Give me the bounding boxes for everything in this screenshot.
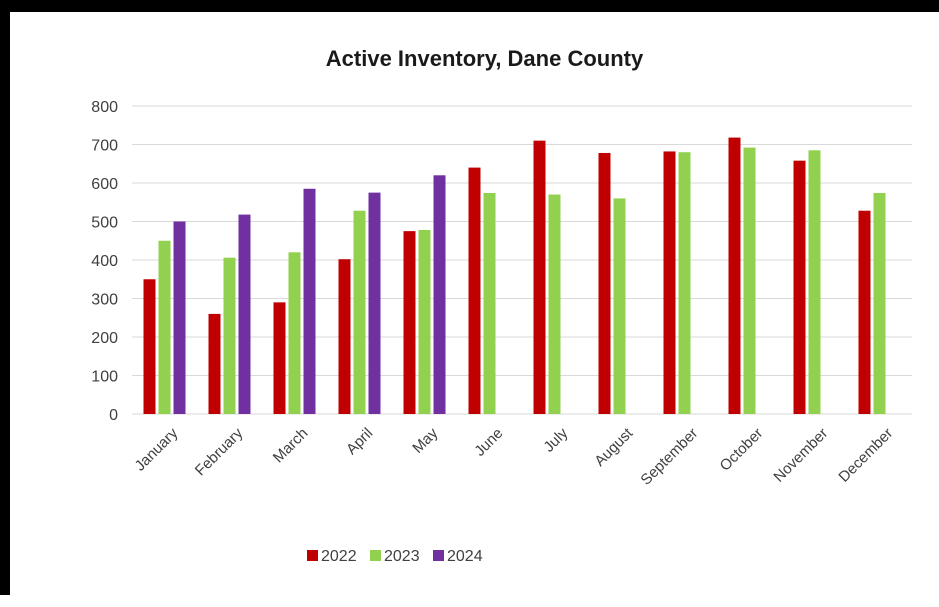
y-tick-label: 300 <box>91 292 118 309</box>
bar-2023-may <box>419 230 431 414</box>
bar-2022-december <box>859 211 871 414</box>
x-tick-label: November <box>770 425 831 486</box>
x-tick-label: June <box>471 425 506 460</box>
bar-2023-september <box>679 152 691 414</box>
bar-2023-june <box>484 193 496 414</box>
y-tick-label: 0 <box>109 407 118 424</box>
bar-2022-june <box>469 168 481 414</box>
bar-2023-february <box>224 258 236 414</box>
x-axis-ticks: January February March April May June July Augu… <box>132 424 897 488</box>
legend: 2022 2023 2024 <box>307 548 483 565</box>
bar-2023-january <box>159 241 171 414</box>
bar-2022-november <box>794 161 806 414</box>
y-tick-label: 500 <box>91 215 118 232</box>
bar-2023-december <box>874 193 886 414</box>
y-tick-label: 200 <box>91 330 118 347</box>
x-tick-label: September <box>637 425 701 489</box>
legend-label: 2023 <box>384 548 420 565</box>
bar-2022-october <box>729 138 741 414</box>
x-tick-label: December <box>835 425 896 486</box>
bar-2022-july <box>534 141 546 414</box>
x-tick-label: May <box>409 424 441 456</box>
legend-label: 2022 <box>321 548 357 565</box>
y-tick-label: 400 <box>91 253 118 270</box>
legend-swatch <box>307 550 318 561</box>
bar-2024-april <box>369 193 381 414</box>
bar-2022-august <box>599 153 611 414</box>
y-axis-ticks: 0 100 200 300 400 500 600 700 800 <box>91 99 118 424</box>
x-tick-label: January <box>132 424 182 474</box>
x-tick-label: February <box>192 424 247 479</box>
bar-2022-september <box>664 151 676 414</box>
bar-2024-march <box>304 189 316 414</box>
bar-2024-january <box>174 222 186 415</box>
bar-2023-april <box>354 211 366 414</box>
bar-2022-april <box>339 259 351 414</box>
bar-2022-february <box>209 314 221 414</box>
y-tick-label: 700 <box>91 138 118 155</box>
x-tick-label: July <box>540 424 571 455</box>
bar-2023-october <box>744 148 756 414</box>
y-tick-label: 800 <box>91 99 118 116</box>
x-tick-label: April <box>343 425 376 458</box>
x-tick-label: March <box>270 425 311 466</box>
x-tick-label: October <box>717 425 767 475</box>
bar-2024-february <box>239 215 251 414</box>
legend-swatch <box>370 550 381 561</box>
bars <box>144 138 886 414</box>
bar-2022-march <box>274 302 286 414</box>
y-tick-label: 600 <box>91 176 118 193</box>
bar-2023-march <box>289 252 301 414</box>
y-tick-label: 100 <box>91 369 118 386</box>
bar-2022-january <box>144 279 156 414</box>
bar-2023-november <box>809 150 821 414</box>
x-tick-label: August <box>591 424 637 470</box>
bar-2022-may <box>404 231 416 414</box>
legend-label: 2024 <box>447 548 483 565</box>
bar-2023-july <box>549 195 561 414</box>
legend-swatch <box>433 550 444 561</box>
bar-2023-august <box>614 198 626 414</box>
bar-2024-may <box>434 175 446 414</box>
